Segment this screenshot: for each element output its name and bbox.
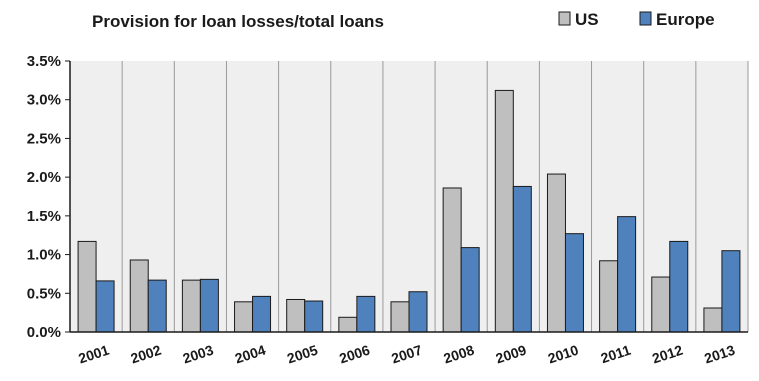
bar-europe-2009 — [512, 185, 532, 333]
axes — [69, 61, 748, 333]
bar-us-2007 — [390, 301, 410, 333]
bar-us-2008 — [442, 187, 462, 333]
legend-label-us: US — [575, 10, 599, 29]
x-axis-ticks: 2001 2002 2003 2004 2005 2006 2007 2008 2009 2010… — [76, 342, 737, 367]
gridlines — [69, 61, 749, 332]
y-tick-label: 3.5% — [27, 53, 61, 70]
legend-swatch-europe — [639, 11, 652, 26]
bar-europe-2008 — [460, 247, 480, 333]
bar-us-2002 — [129, 259, 149, 333]
bar-us-2011 — [599, 260, 619, 333]
x-tick-label: 2013 — [702, 342, 737, 367]
x-tick-label: 2003 — [181, 342, 216, 367]
legend-label-europe: Europe — [656, 10, 715, 29]
bar-us-2001 — [77, 240, 97, 333]
y-tick-label: 2.5% — [27, 130, 61, 147]
bar-us-2010 — [546, 173, 566, 333]
bar-us-2004 — [234, 301, 254, 333]
bar-europe-2012 — [669, 240, 689, 333]
bar-us-2013 — [703, 307, 723, 333]
x-tick-label: 2008 — [442, 342, 477, 367]
x-tick-label: 2006 — [337, 342, 372, 367]
bar-europe-2013 — [721, 250, 741, 333]
x-tick-label: 2001 — [76, 342, 111, 367]
bar-europe-2004 — [252, 295, 272, 333]
legend-swatch-us — [558, 11, 571, 26]
bar-europe-2005 — [304, 300, 324, 333]
bar-us-2005 — [286, 298, 306, 333]
bar-europe-2003 — [199, 278, 219, 333]
bar-europe-2007 — [408, 291, 428, 333]
chart-title: Provision for loan losses/total loans — [92, 12, 384, 31]
x-tick-label: 2012 — [650, 342, 685, 367]
y-tick-label: 0.5% — [27, 285, 61, 302]
x-tick-label: 2010 — [546, 342, 581, 367]
y-tick-label: 1.5% — [27, 208, 61, 225]
legend: US Europe — [558, 10, 715, 29]
bar-us-2012 — [651, 276, 671, 333]
bar-europe-2010 — [564, 233, 584, 333]
bar-europe-2006 — [356, 295, 376, 333]
x-tick-label: 2002 — [129, 342, 164, 367]
bar-europe-2011 — [617, 216, 637, 333]
bar-europe-2001 — [95, 280, 115, 333]
x-tick-label: 2011 — [599, 342, 633, 367]
x-tick-label: 2009 — [494, 342, 529, 367]
x-tick-label: 2004 — [233, 342, 268, 367]
y-axis-ticks: 0.0% 0.5% 1.0% 1.5% 2.0% 2.5% 3.0% 3.5% — [27, 53, 70, 341]
x-tick-label: 2005 — [285, 342, 320, 367]
bar-europe-2002 — [147, 279, 167, 333]
bar-us-2009 — [494, 89, 514, 333]
y-tick-label: 2.0% — [27, 169, 61, 186]
y-tick-label: 3.0% — [27, 92, 61, 109]
y-tick-label: 1.0% — [27, 247, 61, 264]
bar-us-2003 — [181, 279, 201, 333]
x-tick-label: 2007 — [389, 342, 424, 367]
y-tick-label: 0.0% — [27, 324, 61, 341]
bar-us-2006 — [338, 316, 358, 333]
